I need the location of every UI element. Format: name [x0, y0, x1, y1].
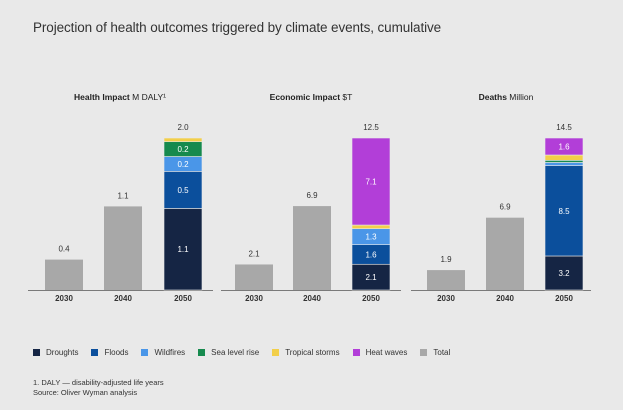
- legend-label-floods: Floods: [104, 348, 129, 357]
- data-label-total-2050: 2.0: [177, 123, 189, 132]
- legend-item-droughts: Droughts: [33, 348, 78, 357]
- panel-title-unit: M DALY¹: [130, 92, 166, 102]
- tick-label-2030: 2030: [55, 294, 73, 303]
- legend-swatch-total: [420, 349, 428, 356]
- tick-label-2040: 2040: [303, 294, 321, 303]
- bar-total-2040: [293, 206, 331, 290]
- bar-segment-droughts: [351, 263, 391, 291]
- bar-total-2030: [235, 264, 273, 290]
- data-label-total-2040: 6.9: [306, 191, 318, 200]
- data-label-wildfires: 0.2: [177, 160, 189, 169]
- tick-label-2040: 2040: [114, 294, 132, 303]
- panel-title: Deaths Million: [479, 92, 534, 102]
- page-title: Projection of health outcomes triggered …: [33, 20, 442, 35]
- panel-title: Economic Impact $T: [270, 92, 353, 102]
- bar-segment-floods: [544, 165, 584, 257]
- data-label-droughts: 1.1: [177, 245, 189, 254]
- data-label-droughts: 2.1: [365, 273, 377, 282]
- legend-label-heat-waves: Heat waves: [365, 348, 408, 357]
- bar-total-2030: [427, 270, 465, 290]
- panel-title-bold: Health Impact: [74, 92, 130, 102]
- data-label-total-2050: 12.5: [363, 123, 379, 132]
- legend-swatch-heat-waves: [352, 349, 360, 356]
- legend-item-wildfires: Wildfires: [141, 348, 185, 357]
- panel-deaths: Deaths Million 2030 1.9 2040 6.9 2050 3.2 8.5 1.…: [411, 92, 591, 303]
- legend-swatch-floods: [91, 349, 99, 356]
- legend-label-droughts: Droughts: [46, 348, 79, 357]
- bar-segment-wildfires: [544, 162, 584, 166]
- bar-segment-heat-waves: [351, 137, 391, 226]
- panel-title-bold: Deaths: [479, 92, 508, 102]
- legend-label-sea-level-rise: Sea level rise: [211, 348, 260, 357]
- data-label-total-2050: 14.5: [556, 123, 572, 132]
- bar-segment-floods: [163, 171, 203, 209]
- data-label-total-2030: 1.9: [440, 255, 452, 264]
- footnotes: 1. DALY — disability-adjusted life years…: [33, 378, 164, 398]
- legend-swatch-tropical-storms: [272, 349, 280, 356]
- data-label-sea-level-rise: 0.2: [177, 145, 189, 154]
- data-label-floods: 1.6: [365, 250, 377, 259]
- data-label-wildfires: 1.3: [365, 233, 377, 242]
- panel-title-unit: Million: [507, 92, 534, 102]
- legend-swatch-droughts: [33, 349, 40, 356]
- legend-item-heat-waves: Heat waves: [352, 348, 408, 357]
- tick-label-2030: 2030: [245, 294, 263, 303]
- data-label-droughts: 3.2: [558, 269, 570, 278]
- bar-segment-droughts: [163, 208, 203, 291]
- bar-segment-tropical-storms: [163, 137, 203, 143]
- legend-item-floods: Floods: [91, 348, 128, 357]
- legend-label-total: Total: [433, 348, 451, 357]
- legend-swatch-sea-level-rise: [198, 349, 206, 356]
- data-label-floods: 0.5: [177, 186, 189, 195]
- tick-label-2050: 2050: [174, 294, 192, 303]
- bar-segment-tropical-storms: [351, 224, 391, 230]
- footnote-source: Source: Oliver Wyman analysis: [33, 388, 138, 397]
- bar-total-2030: [45, 259, 83, 290]
- data-label-total-2030: 2.1: [248, 249, 260, 258]
- tick-label-2050: 2050: [555, 294, 573, 303]
- data-label-heat-waves: 7.1: [365, 178, 377, 187]
- panel-economic-impact: Economic Impact $T 2030 2.1 2040 6.9 2050 2.1 1…: [221, 92, 401, 303]
- panel-title: Health Impact M DALY¹: [74, 92, 166, 102]
- tick-label-2030: 2030: [437, 294, 455, 303]
- panel-health-impact: Health Impact M DALY¹ 2030 0.4 2040 1.1 2050 1…: [28, 92, 213, 303]
- bar-total-2040: [104, 206, 142, 290]
- legend: Droughts Floods Wildfires Sea level rise Tro…: [33, 348, 463, 357]
- tick-label-2040: 2040: [496, 294, 514, 303]
- bar-segment-sea-level-rise: [544, 160, 584, 163]
- data-label-total-2040: 6.9: [499, 203, 511, 212]
- data-label-floods: 8.5: [558, 207, 570, 216]
- legend-swatch-wildfires: [141, 349, 149, 356]
- data-label-total-2040: 1.1: [117, 191, 129, 200]
- panel-title-bold: Economic Impact: [270, 92, 341, 102]
- bar-segment-tropical-storms: [544, 154, 584, 161]
- bar-segment-heat-waves: [544, 137, 584, 156]
- panel-title-unit: $T: [340, 92, 352, 102]
- legend-label-wildfires: Wildfires: [154, 348, 186, 357]
- legend-item-sea-level-rise: Sea level rise: [198, 348, 259, 357]
- chart-area: Health Impact M DALY¹ 2030 0.4 2040 1.1 2050 1…: [28, 92, 591, 303]
- tick-label-2050: 2050: [362, 294, 380, 303]
- footnote-daly: 1. DALY — disability-adjusted life years: [33, 378, 164, 387]
- legend-item-tropical-storms: Tropical storms: [272, 348, 340, 357]
- legend-item-total: Total: [420, 348, 450, 357]
- data-label-heat-waves: 1.6: [558, 143, 570, 152]
- legend-label-tropical-storms: Tropical storms: [285, 348, 340, 357]
- bar-total-2040: [486, 217, 524, 290]
- data-label-total-2030: 0.4: [58, 245, 70, 254]
